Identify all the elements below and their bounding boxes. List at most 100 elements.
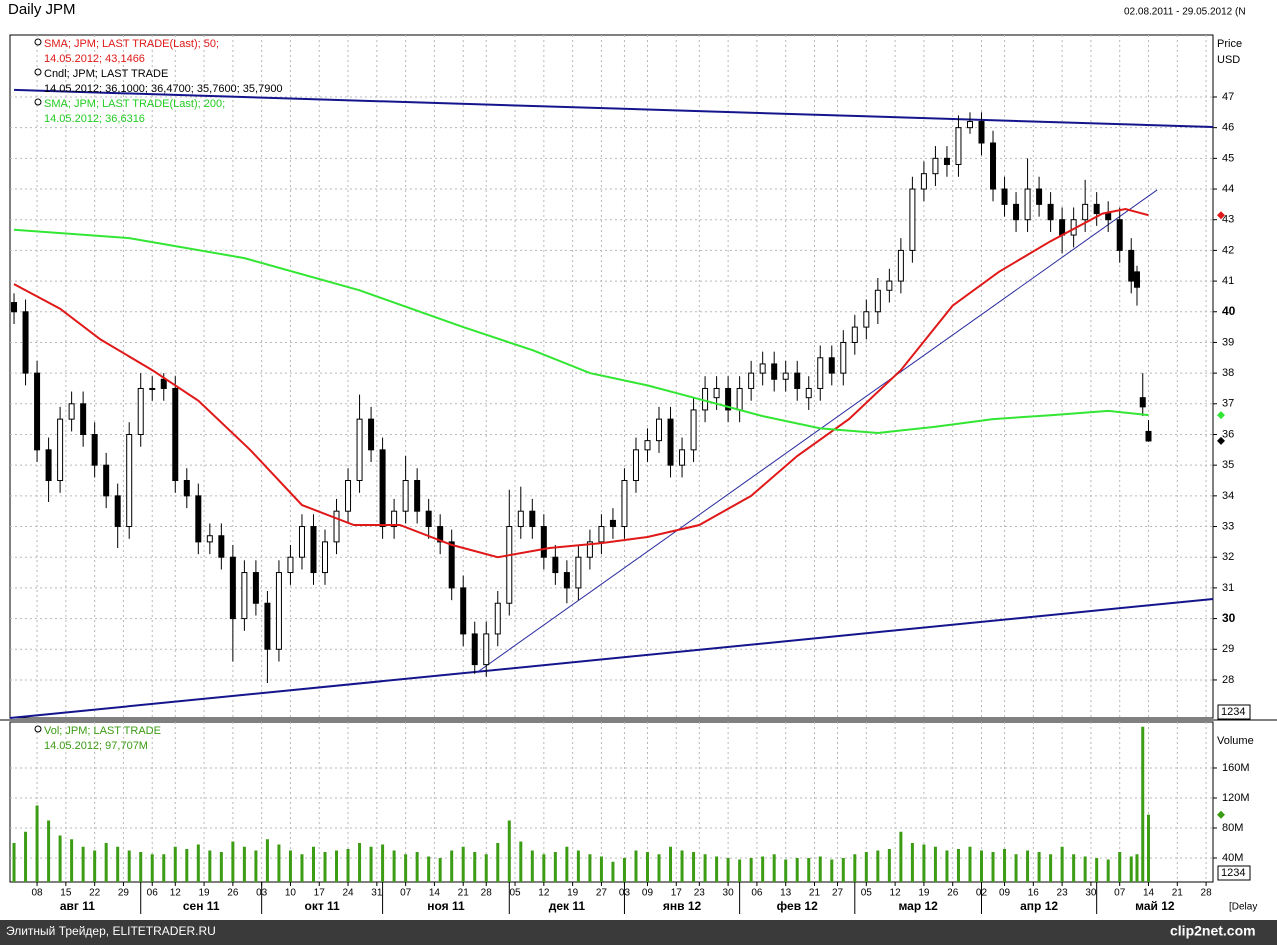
volume-bar: [634, 850, 638, 882]
y-tick-label: 33: [1222, 520, 1234, 532]
x-tick-label: 06: [147, 888, 159, 899]
candle-body: [1145, 430, 1152, 442]
x-tick-label: 17: [671, 888, 683, 899]
candle-body: [11, 302, 18, 313]
volume-bar: [473, 851, 477, 882]
volume-bar: [208, 850, 212, 882]
y-tick-label: 29: [1222, 643, 1234, 655]
candle-body: [252, 572, 259, 604]
month-label: ноя 11: [427, 899, 465, 913]
candle-body: [287, 556, 294, 574]
candle-body: [1093, 203, 1100, 215]
volume-bar: [415, 851, 419, 882]
candle-body: [978, 121, 985, 144]
x-tick-label: 21: [458, 888, 470, 899]
x-tick-label: 16: [1028, 888, 1040, 899]
volume-bar: [438, 857, 442, 882]
candle-body: [206, 535, 213, 543]
volume-bar: [991, 851, 995, 882]
sma-line: [13, 228, 1149, 435]
x-tick-label: 12: [538, 888, 550, 899]
candle-body: [552, 556, 559, 574]
candle-body: [1059, 219, 1066, 236]
volume-bar: [979, 850, 983, 882]
volume-bar: [139, 851, 143, 882]
volume-bar: [519, 841, 523, 882]
volume-bar: [1037, 851, 1041, 882]
x-tick-label: 26: [227, 888, 239, 899]
volume-bar: [910, 842, 914, 882]
volume-bar: [703, 854, 707, 882]
legend-detail: 14.05.2012; 36,6316: [44, 113, 145, 125]
volume-bar: [369, 846, 373, 882]
volume-bar: [599, 856, 603, 882]
volume-bar: [392, 850, 396, 882]
legend-icon: [34, 38, 42, 46]
candle-body: [771, 363, 778, 380]
x-tick-label: 12: [170, 888, 182, 899]
last-value-marker: [1217, 810, 1225, 819]
footer-source: Элитный Трейдер, ELITETRADER.RU: [6, 924, 216, 938]
x-tick-label: 07: [1114, 888, 1126, 899]
volume-bar: [450, 850, 454, 882]
candle-body: [1036, 188, 1043, 205]
month-label: мар 12: [898, 899, 938, 913]
y-tick-label: 120M: [1222, 792, 1250, 804]
candle-body: [966, 121, 973, 129]
candle-body: [22, 311, 29, 374]
candle-body: [80, 403, 87, 435]
x-tick-label: 27: [596, 888, 608, 899]
date-range: 02.08.2011 - 29.05.2012 (N: [1124, 7, 1246, 18]
candle-body: [932, 157, 939, 175]
volume-bar: [1072, 854, 1076, 882]
y-tick-label: 36: [1222, 428, 1234, 440]
candle-body: [137, 387, 144, 435]
volume-bar: [726, 857, 730, 882]
candle-body: [1139, 397, 1146, 408]
candle-body: [748, 372, 755, 389]
x-tick-label: 09: [999, 888, 1011, 899]
candle-body: [794, 372, 801, 389]
volume-bar: [830, 859, 834, 882]
candle-body: [920, 173, 927, 190]
month-label: апр 12: [1020, 899, 1058, 913]
candle-body: [379, 449, 386, 528]
volume-bar: [461, 846, 465, 882]
volume-bar: [35, 805, 39, 882]
volume-bar: [553, 851, 557, 882]
candle-body: [368, 418, 375, 451]
footer-bar: [0, 920, 1277, 945]
x-tick-label: 05: [861, 888, 873, 899]
x-tick-label: 28: [1201, 888, 1213, 899]
volume-bar: [24, 831, 28, 882]
x-tick-label: 23: [1057, 888, 1069, 899]
volume-bar: [715, 856, 719, 882]
volume-bar: [254, 850, 258, 882]
volume-bar: [784, 859, 788, 882]
x-tick-label: 30: [1085, 888, 1097, 899]
footer-brand[interactable]: clip2net.com: [1170, 923, 1256, 939]
x-tick-label: 19: [199, 888, 211, 899]
candle-body: [1116, 219, 1123, 251]
volume-bar: [749, 857, 753, 882]
volume-bar: [219, 851, 223, 882]
y-tick-label: 43: [1222, 214, 1234, 226]
price-box: [1217, 704, 1251, 720]
candle-body: [218, 535, 225, 558]
candle-body: [713, 387, 720, 399]
volume-bar: [507, 820, 511, 882]
volume-bar: [496, 842, 500, 882]
candle-body: [540, 526, 547, 558]
y-tick-label: 28: [1222, 674, 1234, 686]
volume-bar: [93, 850, 97, 882]
price-axis-label: Price: [1217, 38, 1242, 50]
volume-bar: [346, 848, 350, 882]
candle-body: [909, 188, 916, 251]
candle-body: [183, 480, 190, 497]
y-tick-label: 40: [1222, 304, 1236, 318]
candle-body: [310, 526, 317, 574]
candle-body: [874, 289, 881, 313]
volume-bar: [1135, 854, 1139, 882]
volume-bar: [807, 857, 811, 882]
